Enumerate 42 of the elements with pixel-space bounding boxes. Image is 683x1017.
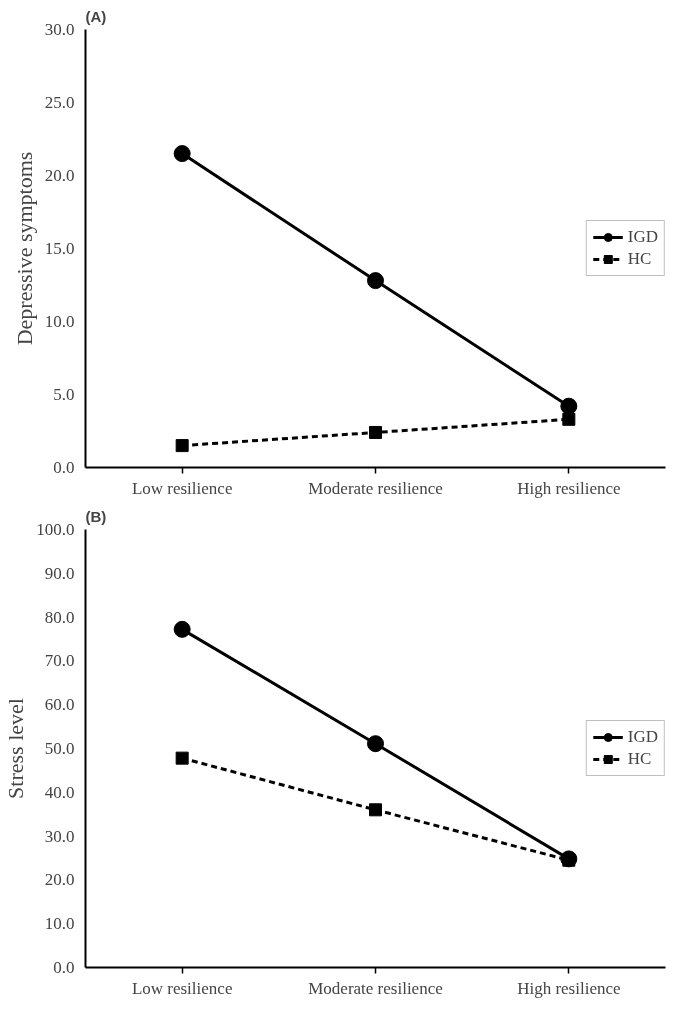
- y-tick-label: 5.0: [53, 385, 75, 404]
- chart-title: (A): [85, 7, 107, 25]
- y-axis-title: Depressive symptoms: [11, 151, 37, 346]
- point: [560, 397, 578, 415]
- point: [369, 425, 382, 439]
- point: [173, 620, 191, 638]
- y-tick-label: 10.0: [44, 312, 75, 331]
- y-tick-label: 25.0: [44, 93, 75, 112]
- y-tick-label: 15.0: [44, 239, 75, 258]
- y-axis-title: Stress level: [3, 698, 29, 799]
- y-tick-label: 60.0: [44, 695, 75, 715]
- y-tick-label: 70.0: [44, 651, 75, 671]
- x-tick-label: High resilience: [517, 978, 621, 998]
- y-tick-label: 100.0: [36, 520, 75, 539]
- legend-label: HC: [627, 249, 652, 269]
- y-tick-label: 0.0: [53, 958, 75, 977]
- y-tick-label: 90.0: [44, 563, 75, 583]
- point: [367, 272, 384, 290]
- point: [175, 751, 189, 765]
- x-tick-label: High resilience: [517, 478, 621, 498]
- y-tick-label: 30.0: [44, 20, 75, 39]
- x-tick-label: Moderate resilience: [308, 978, 443, 998]
- point: [562, 412, 576, 426]
- x-tick-label: Moderate resilience: [308, 478, 443, 498]
- x-tick-label: Low resilience: [131, 478, 233, 498]
- y-tick-label: 40.0: [44, 782, 75, 802]
- point: [175, 439, 189, 453]
- y-tick-label: 20.0: [44, 870, 75, 890]
- x-tick-label: Low resilience: [131, 978, 233, 998]
- y-tick-label: 20.0: [44, 166, 75, 185]
- y-tick-label: 50.0: [44, 739, 75, 758]
- point: [367, 735, 384, 753]
- legend-label: IGD: [627, 727, 658, 747]
- point: [369, 803, 382, 817]
- legend-label: IGD: [627, 227, 658, 247]
- y-tick-label: 10.0: [44, 914, 75, 934]
- chart-title: (B): [85, 507, 107, 525]
- y-tick-label: 30.0: [44, 826, 75, 846]
- y-tick-label: 0.0: [53, 458, 75, 477]
- legend-label: HC: [627, 749, 652, 769]
- y-tick-label: 80.0: [44, 607, 75, 627]
- point: [173, 145, 191, 163]
